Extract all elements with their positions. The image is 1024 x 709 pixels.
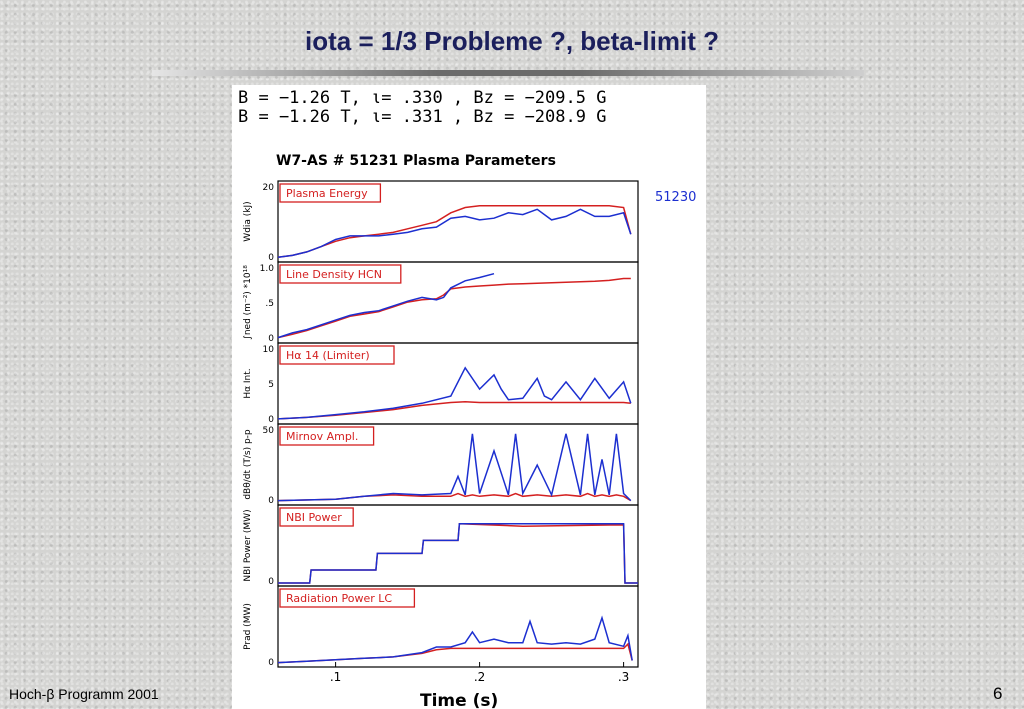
y-tick-label: 0: [268, 334, 274, 344]
figure-header: W7-AS # 51231 Plasma Parameters: [276, 153, 556, 169]
series-line-51231: [277, 401, 631, 420]
panel-frame: [277, 585, 639, 668]
x-tick-label: .3: [618, 670, 629, 684]
y-tick-label: 50: [263, 426, 275, 436]
panel-title: Mirnov Ampl.: [286, 430, 358, 443]
series-line-51230: [277, 433, 632, 502]
panel-title: Radiation Power LC: [286, 592, 392, 605]
comparison-shot-label: 51230: [655, 190, 696, 205]
panel-title-box: [279, 588, 416, 608]
panel-title-box: [279, 507, 354, 527]
y-tick-label: 0: [268, 496, 274, 506]
panel-group: 20 0 Wdia (kJ) Plasma Energy 1.0 .5 0 ∫ned (m⁻²…: [243, 180, 639, 684]
panel-title-box: [279, 183, 382, 203]
series-line-51230: [277, 366, 632, 420]
y-tick-label: 5: [268, 380, 274, 390]
x-tick-label: .1: [330, 670, 341, 684]
series-line-51230: [278, 523, 638, 584]
y-tick-label: 1.0: [260, 264, 275, 274]
series-line-51231: [277, 205, 632, 258]
panel-title: Hα 14 (Limiter): [286, 349, 370, 362]
title-underline: [152, 70, 864, 76]
panel-title: Line Density HCN: [286, 268, 382, 281]
x-tick-label: .2: [474, 670, 485, 684]
page-number: 6: [993, 684, 1003, 703]
figure-canvas: B = −1.26 T, ι= .330 , Bz = −209.5 G B =…: [238, 88, 696, 709]
y-axis-label: NBI Power (MW): [243, 509, 253, 581]
panel-title-box: [279, 345, 395, 365]
panel-title: NBI Power: [286, 511, 342, 524]
series-line-51230: [277, 208, 632, 258]
panel-title-box: [279, 264, 402, 284]
y-axis-label: Wdia (kJ): [243, 201, 253, 241]
panel-title-box: [279, 426, 375, 446]
series-line-51230: [277, 615, 633, 664]
y-tick-label: 0: [268, 253, 274, 263]
param-line-2: B = −1.26 T, ι= .331 , Bz = −208.9 G: [238, 107, 606, 127]
y-axis-label: Hα Int.: [243, 368, 253, 398]
y-tick-label: 20: [263, 183, 275, 193]
y-axis-label: ∫ned (m⁻²) *10¹⁸: [243, 265, 253, 340]
series-line-51230: [277, 272, 495, 339]
panel-title: Plasma Energy: [286, 187, 368, 200]
y-axis-label: Prad (MW): [243, 603, 253, 650]
y-tick-label: 10: [263, 345, 275, 355]
y-tick-label: 0: [268, 658, 274, 668]
y-axis-label: dBθ/dt (T/s) p-p: [243, 429, 253, 500]
x-axis-label: Time (s): [420, 691, 498, 709]
y-tick-label: .5: [265, 299, 274, 309]
plasma-parameters-figure: B = −1.26 T, ι= .330 , Bz = −209.5 G B =…: [232, 85, 706, 709]
series-line-51231: [277, 492, 632, 502]
y-tick-label: 0: [268, 577, 274, 587]
series-line-51231: [277, 277, 631, 339]
param-line-1: B = −1.26 T, ι= .330 , Bz = −209.5 G: [238, 88, 606, 108]
footer-program: Hoch-β Programm 2001: [9, 686, 159, 702]
slide-title: iota = 1/3 Probleme ?, beta-limit ?: [305, 26, 719, 56]
y-tick-label: 0: [268, 415, 274, 425]
